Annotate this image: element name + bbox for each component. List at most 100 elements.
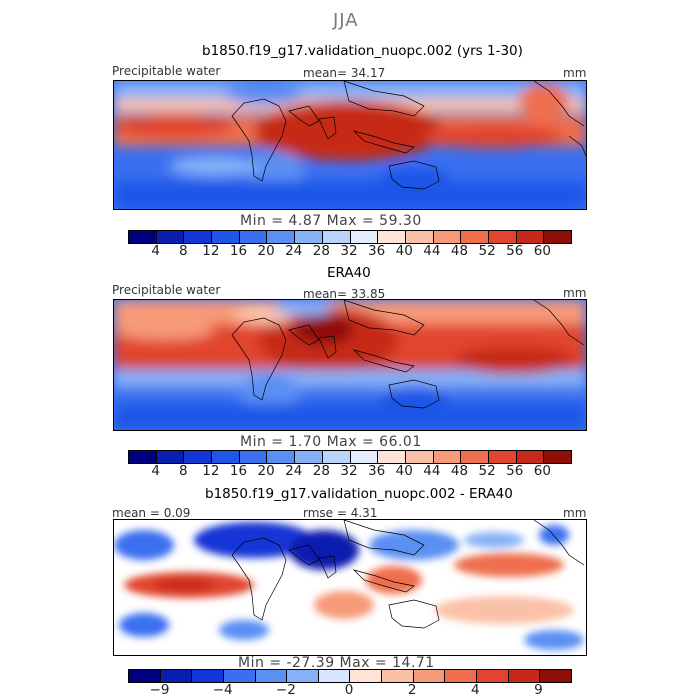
colorbar-tick-label: 16 [229,463,248,479]
colorbar-tick-label: 48 [450,243,469,259]
panel3-mean-label: mean = 0.09 [112,506,191,520]
p3-south-pacific-pos [434,596,574,624]
colorbar-tick-label: 44 [423,463,441,479]
p1-atlantic-itcz [114,114,234,138]
p2-atlantic [114,320,214,340]
p2-africa-south [239,374,299,410]
p2-coast-asia [343,300,425,336]
colorbar-tick-label: 24 [285,463,303,479]
colorbar-tick-label: −9 [149,682,170,698]
colorbar-swatch [477,670,509,682]
panel3-rmse-label: rmse = 4.31 [303,506,378,520]
colorbar-swatch [350,231,379,243]
colorbar-tick-label: 48 [450,463,469,479]
panel1-variable-label: Precipitable water [112,64,221,78]
panel1-colorbar [128,230,572,244]
colorbar-swatch [255,670,288,682]
p2-coast-australia [388,379,440,409]
p2-bay-of-bengal [294,315,354,345]
p3-atlantic-neg [114,530,174,560]
colorbar-tick-label: 40 [395,463,413,479]
colorbar-swatch [322,451,351,463]
colorbar-tick-label: 4 [470,682,480,698]
colorbar-tick-label: 56 [506,243,524,259]
panel3-minmax: Min = -27.39 Max = 14.71 [238,655,435,671]
colorbar-swatch [488,231,517,243]
colorbar-tick-label: 44 [423,243,441,259]
colorbar-tick-label: 52 [478,243,496,259]
panel1-mean-label: mean= 34.17 [303,66,386,80]
colorbar-swatch [382,670,414,682]
colorbar-tick-label: 4 [151,243,160,259]
p1-south-band [114,181,586,209]
p3-coast-maritime [352,569,415,593]
panel2-units: mm [563,286,587,300]
colorbar-swatch [184,231,213,243]
p3-china-neg [369,530,459,560]
colorbar-tick-label: 20 [257,463,275,479]
p1-pacific-itcz [424,124,564,148]
colorbar-tick-label: 56 [506,463,524,479]
p3-coast-asia [343,520,425,556]
p3-indian-ocean-pos [314,591,374,619]
colorbar-swatch [516,231,545,243]
colorbar-swatch [378,451,406,463]
colorbar-swatch [540,670,571,682]
p3-maritime-pos [366,566,422,594]
p2-central-asia [274,300,334,316]
colorbar-tick-label: 9 [534,682,543,698]
p2-coast-central-america [533,300,585,346]
colorbar-swatch [350,670,383,682]
p3-coast-australia [388,599,440,629]
p1-north-band [114,81,586,101]
colorbar-swatch [212,451,240,463]
colorbar-swatch [156,231,185,243]
colorbar-swatch [212,231,240,243]
colorbar-swatch [184,451,213,463]
colorbar-swatch [433,451,462,463]
colorbar-tick-label: 28 [312,243,330,259]
colorbar-swatch [160,670,193,682]
colorbar-tick-label: 12 [202,463,220,479]
p1-coast-india [318,116,337,140]
p1-coast-maritime [352,130,415,154]
colorbar-tick-label: 12 [202,243,220,259]
p3-coast-india [318,555,337,579]
colorbar-swatch [192,670,224,682]
colorbar-swatch [129,451,157,463]
colorbar-swatch [287,670,319,682]
colorbar-tick-label: 40 [395,243,413,259]
panel2-variable-label: Precipitable water [112,283,221,297]
p2-subtropics-south [114,370,586,388]
colorbar-tick-label: 32 [340,463,358,479]
colorbar-swatch [544,451,571,463]
colorbar-tick-label: 60 [533,463,551,479]
panel1-map-svg [114,81,586,209]
colorbar-swatch [405,231,434,243]
panel2-minmax: Min = 1.70 Max = 66.01 [240,434,422,450]
colorbar-swatch [223,670,256,682]
colorbar-tick-label: 32 [340,243,358,259]
colorbar-swatch [267,231,296,243]
figure-title: JJA [333,10,359,31]
p3-south-atlantic-core [154,579,214,591]
panel3-map [113,519,587,656]
p3-mexico-neg [539,525,569,545]
colorbar-swatch [445,670,478,682]
p1-coast-central-america [533,81,585,127]
colorbar-tick-label: 2 [407,682,417,698]
panel2-title: ERA40 [327,265,371,281]
colorbar-swatch [544,231,571,243]
colorbar-swatch [405,451,434,463]
panel2-colorbar [128,450,572,464]
colorbar-swatch [129,670,161,682]
p3-coast-africa [231,537,287,621]
colorbar-swatch [508,670,541,682]
colorbar-tick-label: 4 [151,463,160,479]
p1-coast-asia [343,81,425,117]
colorbar-swatch [378,231,406,243]
colorbar-tick-label: 28 [312,463,330,479]
panel3-units: mm [563,506,587,520]
panel3-colorbar [128,669,572,683]
p3-coast-arabia [288,544,320,566]
